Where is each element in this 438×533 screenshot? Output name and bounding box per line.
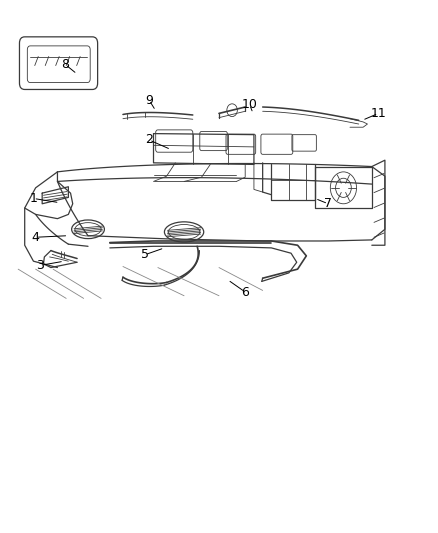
Text: 1: 1 — [29, 192, 37, 205]
Text: 7: 7 — [324, 197, 332, 211]
Text: 2: 2 — [145, 133, 153, 147]
Text: 8: 8 — [61, 58, 69, 71]
Text: 4: 4 — [32, 231, 39, 244]
Text: 10: 10 — [242, 98, 258, 111]
Text: 6: 6 — [241, 286, 249, 298]
Text: 3: 3 — [36, 259, 44, 272]
Text: 11: 11 — [371, 107, 386, 120]
Text: 5: 5 — [141, 248, 149, 261]
Text: 9: 9 — [145, 94, 153, 107]
